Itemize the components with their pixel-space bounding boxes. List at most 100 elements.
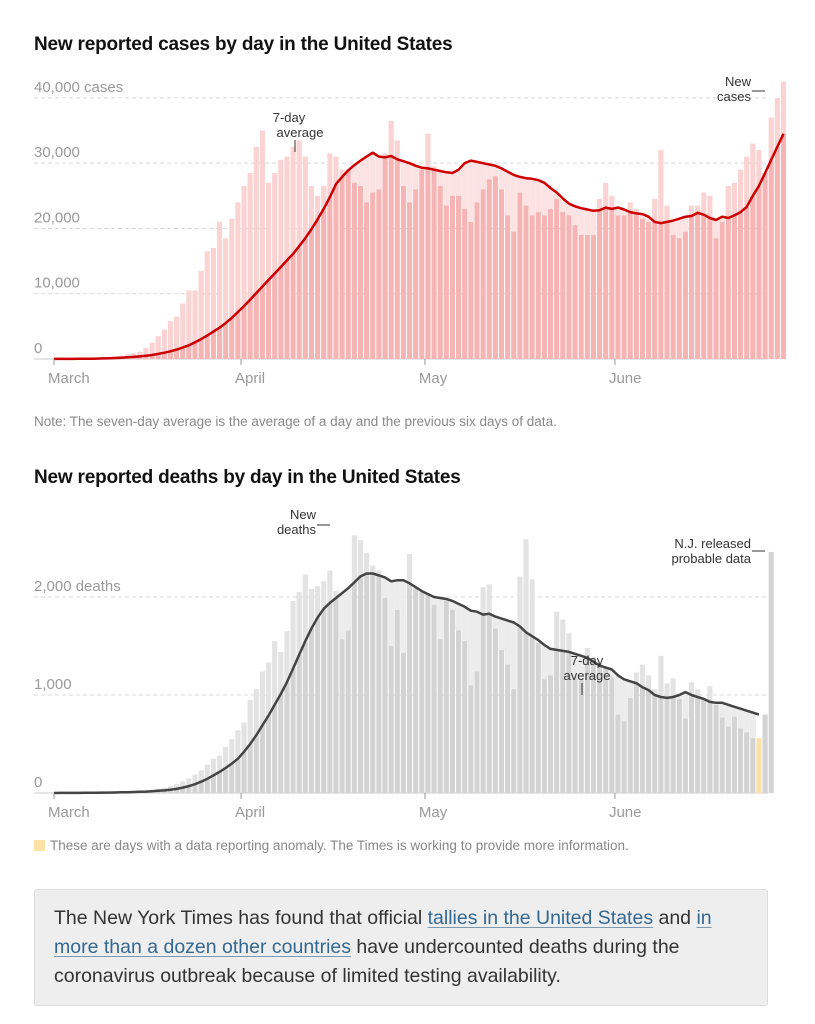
- cases-bar: [235, 312, 241, 359]
- cases-x-tick-label: April: [235, 370, 265, 387]
- deaths-bar: [406, 583, 413, 793]
- cases-bar-top: [658, 150, 664, 224]
- cases-bar: [265, 280, 272, 359]
- cases-bar: [731, 215, 737, 359]
- deaths-bar: [241, 751, 247, 793]
- deaths-bar-top: [235, 730, 241, 759]
- cases-bar-top: [253, 146, 259, 294]
- cases-band-segment: [578, 208, 585, 235]
- tallies-us-link[interactable]: tallies in the United States: [427, 907, 654, 929]
- cases-band-segment: [473, 161, 481, 203]
- cases-bar: [456, 195, 462, 359]
- deaths-bar: [572, 677, 578, 793]
- cases-bar: [707, 218, 713, 359]
- cases-bars: [51, 81, 787, 359]
- deaths-bar: [443, 600, 449, 793]
- cases-bar: [339, 176, 345, 359]
- deaths-bar: [547, 675, 554, 793]
- cases-bar-top: [241, 186, 247, 307]
- cases-bar: [284, 260, 290, 359]
- cases-bar-top: [137, 351, 143, 357]
- cases-bar: [633, 213, 639, 359]
- cases-bar: [437, 186, 443, 359]
- cases-bar-top: [652, 199, 658, 222]
- deaths-bar: [456, 630, 462, 793]
- deaths-bar: [376, 575, 382, 793]
- cases-y-tick-label: 40,000 cases: [34, 79, 123, 96]
- cases-bar: [376, 189, 382, 359]
- cases-bar: [174, 349, 180, 359]
- deaths-band-segment: [473, 611, 481, 672]
- cases-band-segment: [516, 176, 523, 193]
- cases-bar-top: [235, 202, 241, 313]
- cases-bar-top: [210, 248, 216, 332]
- deaths-bar-top: [560, 619, 566, 651]
- deaths-bar-top: [204, 764, 210, 779]
- other-countries-link[interactable]: in more than a dozen other countries: [54, 907, 712, 958]
- cases-bar-top: [750, 143, 756, 196]
- cases-bar-top: [192, 290, 198, 343]
- cases-bar: [480, 189, 486, 359]
- deaths-band-segment: [449, 600, 456, 610]
- cases-bar: [750, 195, 756, 359]
- deaths-bar-top: [180, 781, 186, 788]
- deaths-bar: [664, 697, 670, 793]
- cases-bar: [186, 345, 192, 359]
- deaths-bar: [682, 718, 688, 793]
- cases-band-segment: [614, 207, 622, 216]
- callout-text-middle: and: [653, 907, 697, 929]
- cases-band-segment: [559, 198, 566, 213]
- cases-band-segment: [571, 206, 579, 226]
- cases-bar: [210, 331, 216, 359]
- deaths-bar: [627, 697, 633, 793]
- deaths-bar: [198, 781, 204, 793]
- deaths-bar: [223, 768, 229, 793]
- deaths-bar: [639, 687, 646, 793]
- cases-band-segment: [443, 172, 450, 206]
- cases-bar: [388, 155, 394, 359]
- deaths-band-segment: [749, 712, 756, 739]
- cases-band-segment: [670, 220, 677, 235]
- cases-band-segment: [645, 216, 652, 222]
- deaths-bar: [652, 695, 658, 793]
- cases-bar-top: [768, 117, 774, 160]
- cases-bar: [646, 221, 652, 359]
- cases-bar: [413, 189, 419, 359]
- cases-bar-top: [774, 97, 780, 147]
- cases-bar: [308, 229, 315, 359]
- cases-bar: [737, 212, 744, 359]
- cases-average-line: [54, 133, 785, 361]
- deaths-bar-top: [364, 552, 370, 574]
- cases-bar: [725, 218, 731, 359]
- cases-bar-top: [186, 290, 192, 346]
- deaths-chart-title: New reported deaths by day in the United…: [34, 467, 461, 488]
- cases-bar-top: [155, 336, 161, 354]
- deaths-band-segment: [437, 597, 444, 640]
- cases-bar: [676, 238, 682, 359]
- deaths-band-segment: [731, 706, 738, 717]
- cases-bar-top: [124, 354, 131, 358]
- deaths-bar: [719, 717, 725, 793]
- cases-x-tick-label: March: [48, 370, 90, 387]
- cases-average-band: [351, 152, 726, 239]
- cases-bar: [511, 231, 517, 359]
- cases-bar: [143, 355, 149, 359]
- deaths-bar: [394, 609, 400, 793]
- cases-y-tick-label: 10,000: [34, 275, 80, 292]
- cases-bar: [609, 208, 615, 359]
- deaths-bar: [247, 744, 253, 793]
- deaths-bar: [566, 651, 572, 793]
- deaths-anomaly-bar: [756, 738, 762, 793]
- deaths-bar-top: [259, 671, 265, 726]
- deaths-bar-top: [529, 579, 535, 637]
- deaths-bar: [554, 649, 560, 793]
- deaths-bar-top: [688, 682, 695, 695]
- deaths-bar: [449, 609, 456, 793]
- deaths-band-segment: [627, 681, 634, 698]
- deaths-bar: [658, 696, 664, 793]
- deaths-bar-top: [670, 678, 676, 697]
- deaths-bar-top: [652, 689, 658, 695]
- cases-bar: [370, 192, 376, 359]
- deaths-bar-top: [284, 631, 290, 683]
- deaths-bar: [186, 786, 192, 793]
